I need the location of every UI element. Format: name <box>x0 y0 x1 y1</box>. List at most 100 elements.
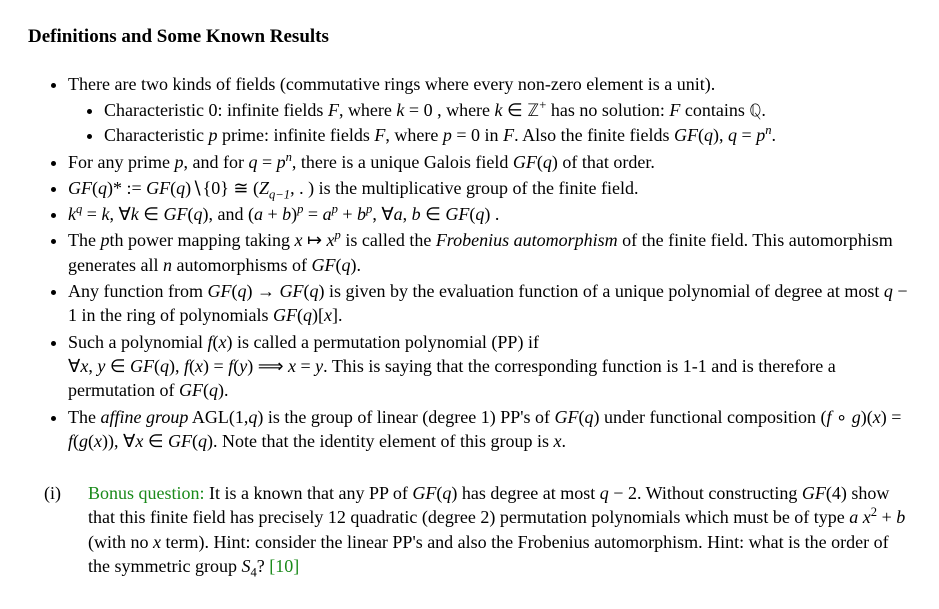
text: . <box>761 100 766 120</box>
var: x <box>873 407 881 427</box>
var: GF <box>674 125 698 145</box>
text: = <box>303 204 322 224</box>
list-item: Characteristic p prime: infinite fields … <box>104 123 911 147</box>
text: automorphisms of <box>172 255 312 275</box>
text: ) of that order. <box>552 152 655 172</box>
text: There are two kinds of fields (commutati… <box>68 74 715 94</box>
text: ) under functional composition ( <box>594 407 827 427</box>
text: , and for <box>183 152 248 172</box>
var: GF <box>179 380 203 400</box>
var: GF <box>168 431 192 451</box>
var: g <box>79 431 88 451</box>
text: )∖{0} ≅ ( <box>185 178 259 198</box>
var: q <box>704 125 713 145</box>
text: ). <box>350 255 361 275</box>
text: ). <box>218 380 229 400</box>
var: q <box>160 356 169 376</box>
var: q <box>728 125 737 145</box>
var: q <box>198 431 207 451</box>
var: GF <box>130 356 154 376</box>
definitions-list: There are two kinds of fields (commutati… <box>28 72 911 453</box>
var: GF <box>163 204 187 224</box>
blackboard-z: ℤ <box>527 102 539 120</box>
var: b <box>282 204 291 224</box>
var: q <box>176 178 185 198</box>
text: AGL(1, <box>188 407 248 427</box>
text: ) is called a permutation polynomial (PP… <box>227 332 539 352</box>
var: a <box>254 204 263 224</box>
text: (with no <box>88 532 153 552</box>
var: q <box>543 152 552 172</box>
var: Z <box>259 178 269 198</box>
var: x <box>288 356 296 376</box>
text: = <box>737 125 756 145</box>
text: ) ⟹ <box>247 356 288 376</box>
text: ∈ <box>139 204 164 224</box>
text: contains <box>680 100 749 120</box>
text: ]. <box>332 305 343 325</box>
var: GF <box>555 407 579 427</box>
text: ) → <box>246 281 279 301</box>
var: GF <box>279 281 303 301</box>
var: x <box>327 230 335 250</box>
text: )), ∀ <box>102 431 135 451</box>
var: n <box>163 255 172 275</box>
var: q <box>248 407 257 427</box>
sub: q−1 <box>269 187 290 201</box>
text: + <box>338 204 357 224</box>
bonus-body: Bonus question: It is a known that any P… <box>44 481 911 578</box>
text: The <box>68 407 100 427</box>
var: a <box>323 204 332 224</box>
text: , . ) is the multiplicative group of the… <box>290 178 638 198</box>
text: )* := <box>107 178 146 198</box>
text: )( <box>861 407 873 427</box>
var: F <box>503 125 514 145</box>
var: F <box>374 125 385 145</box>
text: It is a known that any PP of <box>205 483 413 503</box>
text: Such a polynomial <box>68 332 207 352</box>
blackboard-q: ℚ <box>749 102 761 120</box>
text: is called the <box>341 230 436 250</box>
section-heading: Definitions and Some Known Results <box>28 24 911 50</box>
bonus-points: [10] <box>269 556 299 576</box>
var: x <box>94 431 102 451</box>
var: a <box>394 204 403 224</box>
text: ∀ <box>68 356 80 376</box>
text: Any function from <box>68 281 207 301</box>
text: . <box>561 431 566 451</box>
text: ? <box>257 556 270 576</box>
var: GF <box>802 483 826 503</box>
var: GF <box>68 178 92 198</box>
var: x <box>195 356 203 376</box>
var: x <box>219 332 227 352</box>
text: has no solution: <box>546 100 669 120</box>
var: q <box>98 178 107 198</box>
var: p <box>756 125 765 145</box>
var: F <box>328 100 339 120</box>
text: , ∀ <box>109 204 130 224</box>
text: . Also the finite fields <box>514 125 674 145</box>
text: + <box>263 204 282 224</box>
text: ∘ <box>831 407 851 427</box>
var: q <box>209 380 218 400</box>
text: th power mapping taking <box>109 230 294 250</box>
var: b <box>357 204 366 224</box>
text: ), and ( <box>202 204 253 224</box>
text: ∈ <box>143 431 168 451</box>
text: − 2. Without constructing <box>609 483 802 503</box>
text: ∈ <box>421 204 446 224</box>
text: )[ <box>312 305 324 325</box>
list-item: Such a polynomial f(x) is called a permu… <box>68 330 911 403</box>
var: q <box>303 305 312 325</box>
text: Characteristic <box>104 125 208 145</box>
var: b <box>896 507 905 527</box>
var: x <box>858 507 871 527</box>
text: ∈ <box>503 100 528 120</box>
sublist: Characteristic 0: infinite fields F, whe… <box>68 98 911 148</box>
text: = <box>296 356 315 376</box>
var: q <box>884 281 893 301</box>
var: GF <box>311 255 335 275</box>
var: q <box>475 204 484 224</box>
list-item: The affine group AGL(1,q) is the group o… <box>68 405 911 454</box>
text: + <box>877 507 896 527</box>
